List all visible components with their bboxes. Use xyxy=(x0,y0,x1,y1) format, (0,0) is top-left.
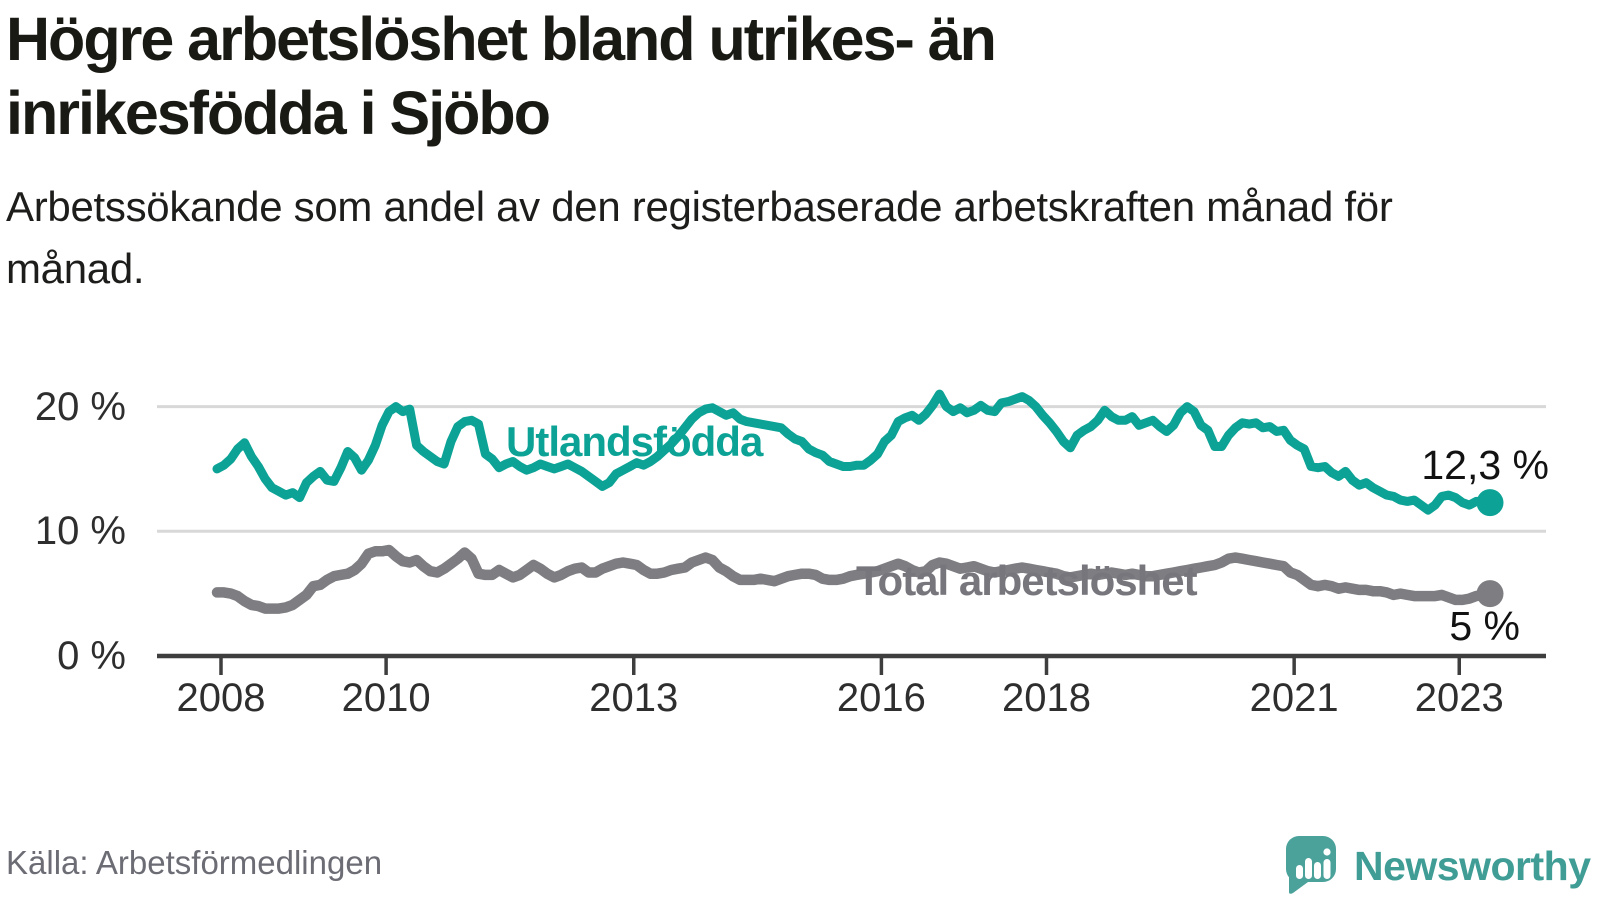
newsworthy-logo-icon xyxy=(1286,836,1336,894)
series-lines xyxy=(211,389,1496,614)
page-subtitle: Arbetssökande som andel av den registerb… xyxy=(6,183,1393,292)
x-axis-label: 2010 xyxy=(341,676,431,720)
x-axis-label: 2023 xyxy=(1414,676,1504,720)
y-axis-label: 10 % xyxy=(34,509,126,554)
y-axis-label: 20 % xyxy=(34,384,126,429)
line-utlandsfodda xyxy=(212,389,1495,515)
page-title: Högre arbetslöshet bland utrikes- än inr… xyxy=(6,5,997,147)
end-dot xyxy=(1476,580,1504,608)
source-note: Källa: Arbetsförmedlingen xyxy=(6,844,383,881)
x-axis-label: 2018 xyxy=(1002,676,1091,720)
x-axis-label: 2016 xyxy=(836,676,926,720)
series-end-dots xyxy=(1476,489,1504,608)
x-axis-label: 2008 xyxy=(176,676,266,720)
end-dot xyxy=(1476,489,1504,517)
end-value-label-utlandsfodda: 12,3 % xyxy=(1421,442,1549,488)
y-axis-label: 0 % xyxy=(57,634,126,678)
x-axis xyxy=(157,653,1546,675)
x-axis-label: 2013 xyxy=(589,676,679,720)
end-value-label-total: 5 % xyxy=(1449,603,1520,649)
line-total xyxy=(211,544,1496,614)
newsworthy-logo-text: Newsworthy xyxy=(1354,842,1591,889)
x-axis-label: 2021 xyxy=(1249,676,1339,720)
newsworthy-logo: Newsworthy xyxy=(1286,836,1591,896)
series-label-total-arbetsloshet: Total arbetslöshet xyxy=(856,557,1198,604)
series-label-utlandsfodda: Utlandsfödda xyxy=(506,418,763,465)
